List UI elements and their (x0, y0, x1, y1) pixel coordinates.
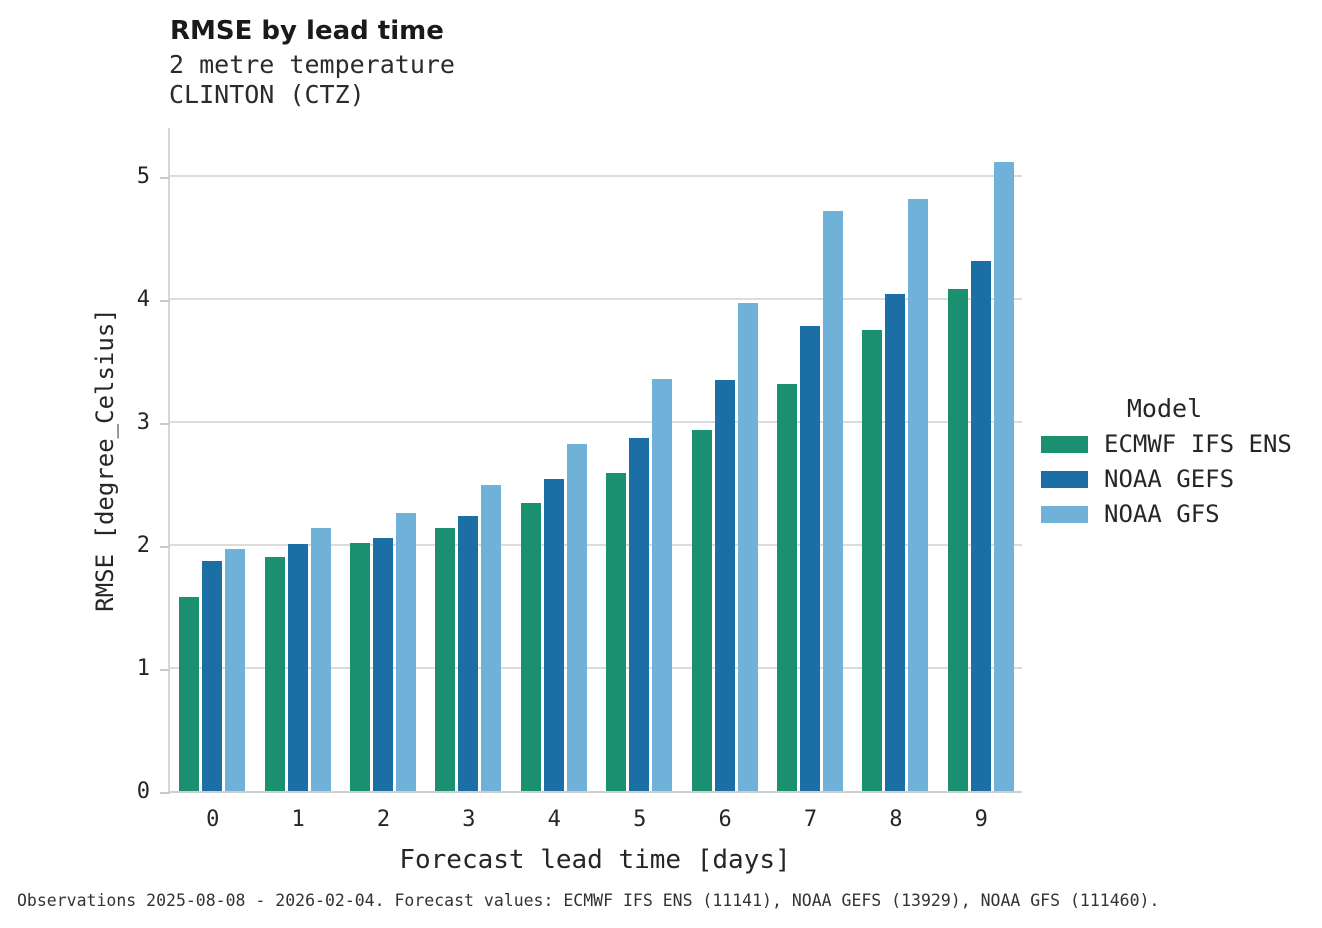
x-tick-label-9: 9 (974, 807, 988, 832)
bar-noaa-gfs-lead-1 (310, 527, 331, 791)
x-tick-label-8: 8 (889, 807, 903, 832)
x-tick-label-2: 2 (376, 807, 391, 832)
chart-subtitle-station: CLINTON (CTZ) (169, 80, 365, 109)
y-tick-label-2: 2 (136, 533, 150, 559)
bar-noaa-gfs-lead-8 (908, 198, 929, 791)
x-tick-label-4: 4 (547, 807, 561, 832)
y-tick-label-4: 4 (136, 287, 150, 313)
x-tick-label-1: 1 (291, 807, 305, 832)
bar-noaa-gfs-lead-0 (225, 548, 246, 791)
gridline-y-1 (170, 667, 1022, 670)
y-tick-label-5: 5 (136, 164, 150, 190)
bar-ecmwf-ifs-ens-lead-3 (435, 527, 456, 791)
x-tick-label-5: 5 (633, 807, 647, 832)
bar-ecmwf-ifs-ens-lead-0 (179, 596, 200, 791)
y-tick-label-3: 3 (136, 410, 150, 436)
x-tick-label-0: 0 (206, 807, 220, 832)
legend-entry-ecmwf-ifs-ens: ECMWF IFS ENS (1041, 430, 1292, 458)
legend-swatch-noaa-gfs (1041, 505, 1088, 523)
bar-ecmwf-ifs-ens-lead-1 (264, 557, 285, 791)
bar-ecmwf-ifs-ens-lead-2 (350, 542, 370, 791)
legend-entry-noaa-gfs: NOAA GFS (1041, 500, 1292, 528)
x-axis-tick-labels: 0 1 2 3 4 5 6 7 8 9 (170, 807, 1024, 837)
x-axis-title: Forecast lead time [days] (399, 845, 791, 875)
bar-ecmwf-ifs-ens-lead-8 (862, 330, 883, 791)
bar-noaa-gefs-lead-3 (458, 515, 479, 791)
y-tick-mark-0 (160, 792, 170, 794)
legend: Model ECMWF IFS ENS NOAA GEFS NOAA GFS (1041, 394, 1292, 540)
bar-ecmwf-ifs-ens-lead-5 (606, 472, 627, 791)
bar-noaa-gefs-lead-1 (287, 543, 308, 791)
bar-noaa-gefs-lead-4 (543, 478, 564, 791)
chart-subtitle-parameter: 2 metre temperature (169, 50, 455, 79)
bar-noaa-gefs-lead-9 (970, 261, 991, 791)
bar-noaa-gfs-lead-7 (823, 210, 843, 791)
plot-area (168, 128, 1022, 793)
y-tick-label-1: 1 (136, 656, 150, 682)
bar-noaa-gefs-lead-2 (373, 537, 393, 791)
gridline-y-5 (170, 175, 1022, 178)
bar-ecmwf-ifs-ens-lead-6 (691, 429, 712, 791)
y-axis-tick-labels: 0 1 2 3 4 5 (0, 128, 150, 804)
bar-noaa-gefs-lead-8 (885, 294, 906, 791)
x-tick-label-3: 3 (462, 807, 476, 832)
bar-noaa-gefs-lead-6 (714, 380, 735, 791)
gridline-y-3 (170, 421, 1022, 424)
gridline-y-2 (170, 544, 1022, 547)
chart-title: RMSE by lead time (170, 16, 444, 46)
bar-ecmwf-ifs-ens-lead-7 (777, 384, 797, 791)
y-tick-mark-2 (160, 546, 170, 549)
legend-label-noaa-gfs: NOAA GFS (1104, 500, 1220, 528)
y-tick-label-0: 0 (136, 779, 150, 804)
legend-entry-noaa-gefs: NOAA GEFS (1041, 465, 1292, 493)
bar-noaa-gfs-lead-6 (737, 303, 758, 791)
bar-noaa-gfs-lead-4 (566, 444, 587, 791)
gridline-y-4 (170, 298, 1022, 301)
legend-label-ecmwf-ifs-ens: ECMWF IFS ENS (1104, 430, 1292, 458)
y-tick-mark-5 (160, 177, 170, 180)
legend-swatch-ecmwf-ifs-ens (1041, 435, 1088, 453)
bar-ecmwf-ifs-ens-lead-4 (520, 503, 541, 791)
y-tick-mark-4 (160, 300, 170, 303)
x-tick-label-7: 7 (803, 807, 818, 832)
bar-noaa-gfs-lead-5 (652, 379, 673, 791)
bar-noaa-gfs-lead-2 (396, 513, 416, 791)
bar-ecmwf-ifs-ens-lead-9 (947, 289, 968, 791)
bar-noaa-gefs-lead-5 (629, 438, 650, 791)
y-tick-mark-1 (160, 669, 170, 672)
bar-noaa-gefs-lead-0 (202, 561, 223, 791)
bar-noaa-gfs-lead-3 (481, 484, 502, 791)
footer-caption: Observations 2025-08-08 - 2026-02-04. Fo… (17, 891, 1160, 910)
legend-swatch-noaa-gefs (1041, 470, 1088, 488)
bar-noaa-gfs-lead-9 (993, 161, 1014, 791)
y-tick-mark-3 (160, 423, 170, 426)
x-tick-label-6: 6 (718, 807, 732, 832)
legend-title: Model (1126, 394, 1203, 423)
bar-noaa-gefs-lead-7 (800, 326, 820, 791)
legend-label-noaa-gefs: NOAA GEFS (1104, 465, 1235, 493)
